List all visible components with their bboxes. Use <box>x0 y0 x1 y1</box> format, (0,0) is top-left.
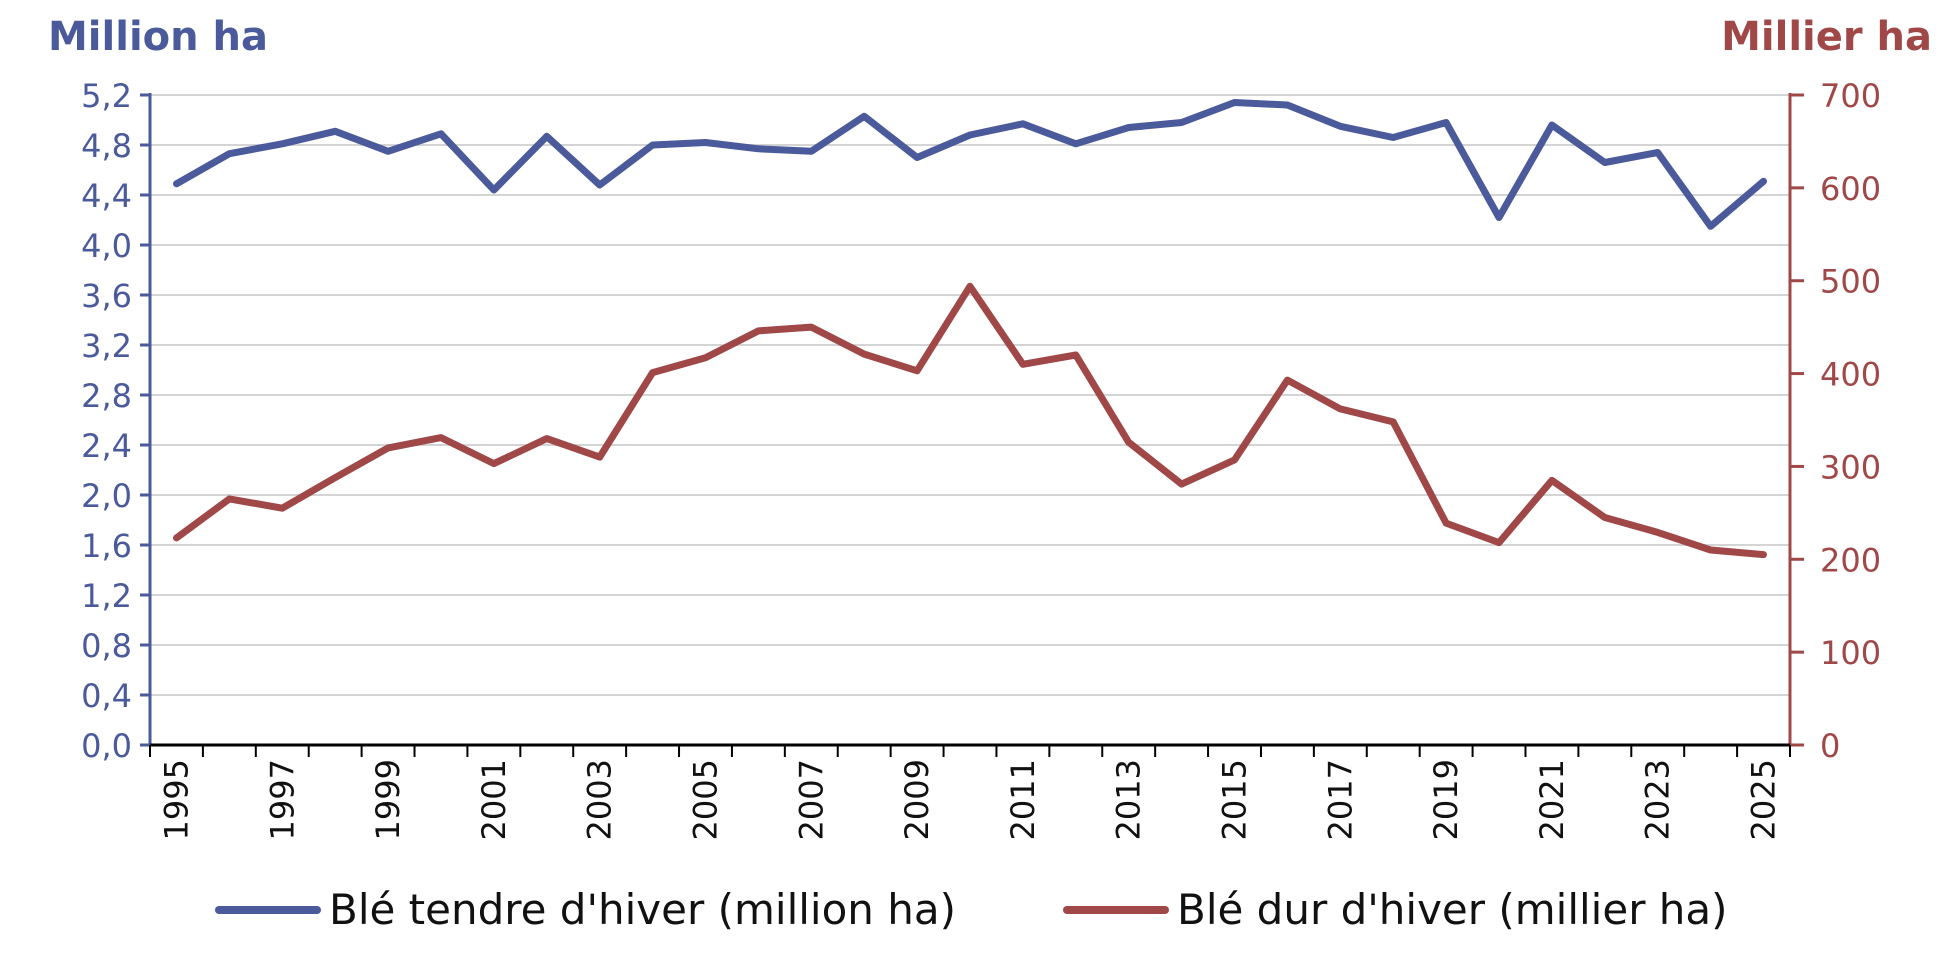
left-axis-tick-label: 0,0 <box>81 727 132 765</box>
x-axis-tick-label: 2009 <box>898 759 936 840</box>
legend-swatch-ble-tendre <box>215 905 321 914</box>
axes: 0,0 0,4 0,8 1,2 1,6 2,0 2,4 2,8 3,2 3,6 4,0 4,4 4,8 5… <box>81 77 1881 840</box>
right-axis-tick-label: 600 <box>1820 170 1881 208</box>
left-axis-unit-label: Million ha <box>48 14 268 60</box>
left-axis-tick-label: 1,2 <box>81 577 132 615</box>
series-line-ble-dur <box>173 282 1767 559</box>
x-axis-tick-label: 2011 <box>1004 759 1042 840</box>
right-axis-unit-label: Millier ha <box>1721 14 1932 60</box>
left-axis-tick-label: 3,2 <box>81 327 132 365</box>
right-axis-tick-label: 200 <box>1820 541 1881 579</box>
legend-swatch-ble-dur <box>1063 905 1169 914</box>
x-axis-tick-label: 1995 <box>157 759 195 840</box>
right-axis-tick-label: 700 <box>1820 77 1881 115</box>
left-axis-tick-label: 4,0 <box>81 227 132 265</box>
x-axis-tick-label: 2003 <box>581 759 619 840</box>
x-axis-tick-label: 2017 <box>1321 759 1359 840</box>
legend-label-ble-dur: Blé dur d'hiver (millier ha) <box>1177 885 1728 934</box>
x-axis-tick-label: 2013 <box>1110 759 1148 840</box>
left-axis-tick-label: 2,8 <box>81 377 132 415</box>
right-axis-tick-label: 300 <box>1820 448 1881 486</box>
right-axis-tick-label: 400 <box>1820 356 1881 394</box>
series-line-ble-tendre <box>173 99 1767 230</box>
x-axis-tick-label: 2015 <box>1216 759 1254 840</box>
left-axis-tick-label: 2,0 <box>81 477 132 515</box>
x-axis-tick-label: 2007 <box>792 759 830 840</box>
left-axis-tick-label: 4,4 <box>81 177 132 215</box>
left-axis-tick-label: 5,2 <box>81 77 132 115</box>
left-axis-tick-label: 2,4 <box>81 427 132 465</box>
left-axis-tick-label: 3,6 <box>81 277 132 315</box>
right-axis-tick-label: 0 <box>1820 727 1840 765</box>
x-axis-tick-label: 2005 <box>686 759 724 840</box>
right-axis-tick-label: 500 <box>1820 263 1881 301</box>
x-axis-tick-label: 2023 <box>1639 759 1677 840</box>
x-axis-tick-label: 2025 <box>1745 759 1783 840</box>
x-axis-tick-label: 2019 <box>1427 759 1465 840</box>
x-axis-tick-label: 1997 <box>263 759 301 840</box>
legend-item-ble-tendre: Blé tendre d'hiver (million ha) <box>215 885 956 934</box>
legend: Blé tendre d'hiver (million ha) Blé dur … <box>0 885 1960 945</box>
right-axis-tick-label: 100 <box>1820 634 1881 672</box>
left-axis-tick-label: 4,8 <box>81 127 132 165</box>
left-axis-tick-label: 0,8 <box>81 627 132 665</box>
legend-item-ble-dur: Blé dur d'hiver (millier ha) <box>1063 885 1728 934</box>
gridlines <box>150 94 1790 696</box>
x-axis-tick-label: 2001 <box>475 759 513 840</box>
series-lines <box>173 99 1767 559</box>
left-axis-tick-label: 1,6 <box>81 527 132 565</box>
x-axis-tick-label: 2021 <box>1533 759 1571 840</box>
left-axis-tick-label: 0,4 <box>81 677 132 715</box>
legend-label-ble-tendre: Blé tendre d'hiver (million ha) <box>329 885 956 934</box>
x-axis-tick-label: 1999 <box>369 759 407 840</box>
